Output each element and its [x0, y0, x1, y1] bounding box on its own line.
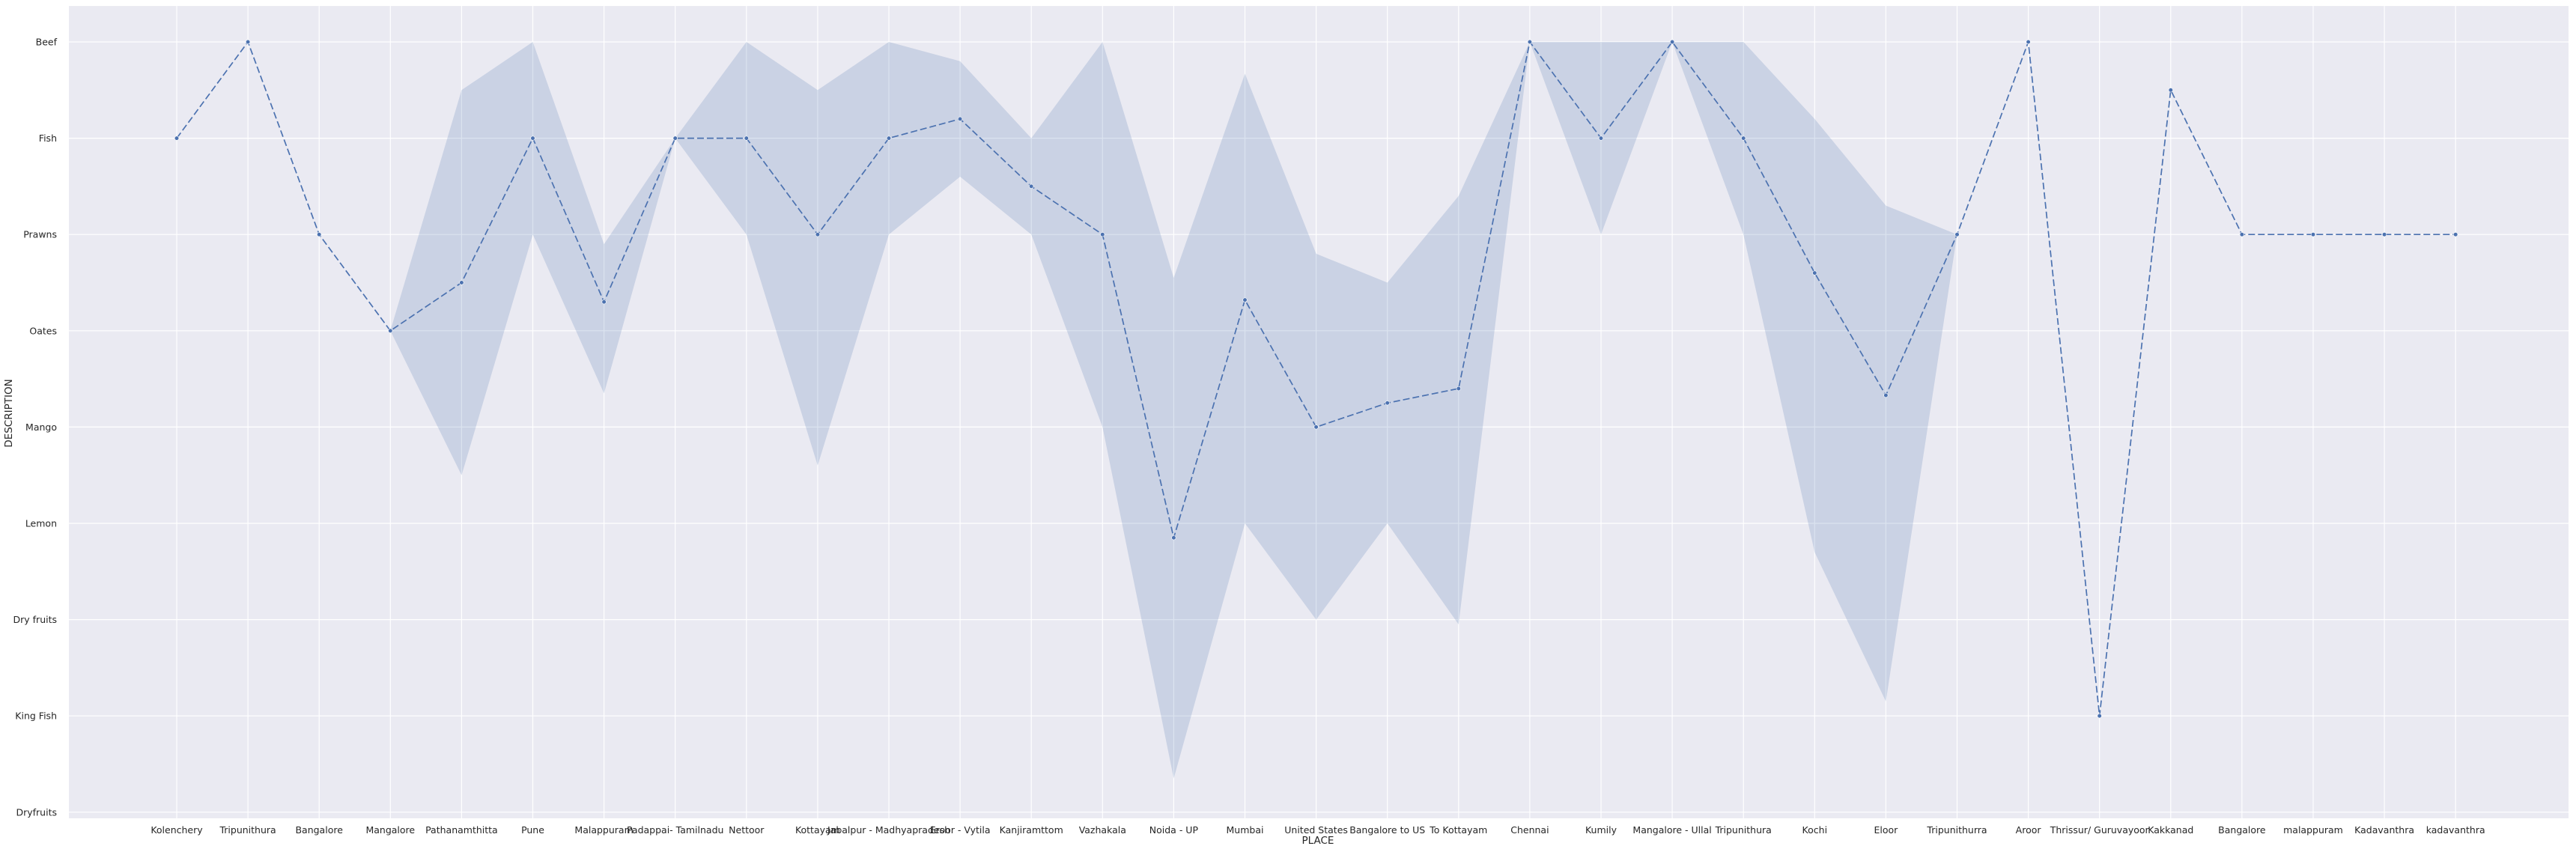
data-points	[174, 39, 2458, 719]
x-tick-label: Chennai	[1510, 824, 1549, 836]
x-tick-label: Tripunithura	[219, 824, 276, 836]
x-tick-label: Pune	[521, 824, 544, 836]
data-point	[1029, 183, 1034, 189]
x-tick-label: Aroor	[2016, 824, 2042, 836]
confidence-band	[177, 42, 2456, 779]
data-point	[174, 136, 180, 141]
x-tick-label: Vazhakala	[1079, 824, 1126, 836]
x-tick-label: Noida - UP	[1149, 824, 1199, 836]
data-point	[2097, 713, 2102, 719]
data-point	[1812, 270, 1817, 276]
y-tick-label: Prawns	[23, 229, 57, 240]
data-point	[1100, 232, 1105, 237]
x-tick-label: Mumbai	[1227, 824, 1264, 836]
x-tick-label: United States	[1284, 824, 1348, 836]
plot-area	[69, 6, 2569, 818]
data-point	[672, 136, 678, 141]
data-point	[459, 280, 464, 285]
x-tick-label: Nettoor	[729, 824, 765, 836]
data-point	[2453, 232, 2458, 237]
data-point	[744, 136, 749, 141]
data-point	[815, 232, 820, 237]
x-tick-label: Eroor - Vytila	[930, 824, 991, 836]
x-axis-title: PLACE	[1302, 835, 1334, 847]
y-tick-label: Dryfruits	[16, 806, 57, 818]
y-tick-label: Fish	[39, 133, 57, 144]
x-tick-label: kadavanthra	[2426, 824, 2485, 836]
x-tick-label: Eloor	[1874, 824, 1898, 836]
y-tick-label: Lemon	[25, 518, 57, 529]
data-point	[2310, 232, 2316, 237]
x-tick-label: Kochi	[1802, 824, 1828, 836]
x-tick-label: Tripunithurra	[1926, 824, 1987, 836]
data-point	[1527, 39, 1532, 45]
x-tick-label: Kottayam	[795, 824, 840, 836]
x-tick-label: Bangalore to US	[1349, 824, 1425, 836]
y-tick-label: Dry fruits	[13, 614, 57, 625]
x-tick-labels: Kolenchery Tripunithura Bangalore Mangalore…	[151, 824, 2485, 836]
data-point	[1883, 392, 1889, 398]
x-tick-label: Jabalpur - Madhyapradesh	[827, 824, 950, 836]
data-point	[1456, 386, 1461, 392]
data-point	[388, 328, 393, 333]
y-axis-title: DESCRIPTION	[3, 379, 15, 447]
data-point	[1954, 232, 1960, 237]
x-tick-label: malappuram	[2283, 824, 2343, 836]
data-point	[1242, 297, 1248, 302]
data-point	[2026, 39, 2031, 45]
x-tick-label: Mangalore - Ullal	[1632, 824, 1711, 836]
x-tick-label: Bangalore	[2218, 824, 2266, 836]
x-tick-label: Kanjiramttom	[1000, 824, 1063, 836]
data-point	[246, 39, 251, 45]
x-tick-label: Mangalore	[365, 824, 415, 836]
x-tick-label: Tripunithura	[1715, 824, 1772, 836]
x-tick-label: Kumily	[1585, 824, 1617, 836]
data-point	[957, 116, 963, 121]
x-tick-label: Malappuram	[574, 824, 633, 836]
x-tick-label: To Kottayam	[1429, 824, 1487, 836]
data-point	[601, 299, 607, 305]
data-point	[1741, 136, 1746, 141]
data-point	[1598, 136, 1604, 141]
x-tick-label: Pathanamthitta	[425, 824, 498, 836]
x-tick-label: Kakkanad	[2148, 824, 2193, 836]
x-tick-label: Thrissur/ Guruvayoor	[2050, 824, 2150, 836]
y-tick-label: Oates	[29, 325, 57, 336]
y-tick-label: Beef	[36, 37, 58, 48]
data-point	[2382, 232, 2387, 237]
x-tick-label: Padappai- Tamilnadu	[627, 824, 724, 836]
y-tick-label: King Fish	[15, 710, 57, 722]
x-tick-label: Kolenchery	[151, 824, 203, 836]
data-point	[530, 136, 535, 141]
grid-lines	[69, 6, 2569, 818]
data-point	[1385, 401, 1390, 406]
x-tick-label: Bangalore	[295, 824, 343, 836]
y-tick-label: Mango	[25, 422, 57, 433]
data-point	[317, 232, 322, 237]
data-point	[2168, 88, 2173, 93]
data-point	[1313, 425, 1319, 430]
data-point	[2239, 232, 2244, 237]
data-point	[1670, 39, 1675, 45]
y-tick-labels: Beef Fish Prawns Oates Mango Lemon Dry fruits K…	[13, 37, 58, 818]
x-tick-label: Kadavanthra	[2354, 824, 2414, 836]
data-point	[1171, 535, 1176, 541]
data-point	[886, 136, 892, 141]
